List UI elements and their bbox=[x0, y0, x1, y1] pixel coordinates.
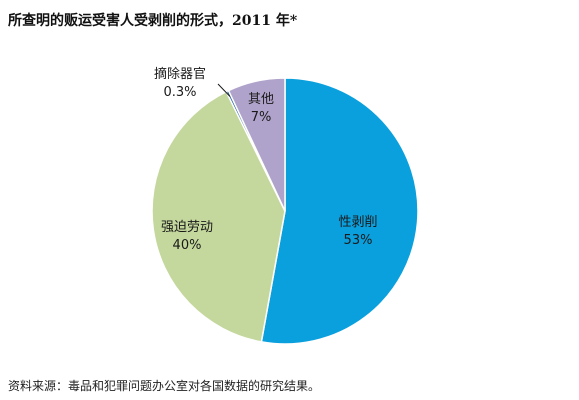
pie-slice-sexual-exploitation bbox=[260, 77, 419, 345]
pie-labels: 性剥削 53% 强迫劳动 40% 摘除器官 0.3% 其他 7% bbox=[154, 66, 378, 253]
leader-line-organ-removal bbox=[217, 83, 231, 97]
pie-slice-forced-labour bbox=[151, 90, 286, 343]
pie-slice-other bbox=[227, 77, 286, 212]
slice-label-forced-labour: 强迫劳动 bbox=[161, 219, 213, 235]
slice-value-sexual-exploitation: 53% bbox=[344, 233, 373, 248]
slice-value-forced-labour: 40% bbox=[173, 238, 202, 253]
slice-label-sexual-exploitation: 性剥削 bbox=[338, 215, 377, 230]
slice-label-other: 其他 bbox=[248, 92, 274, 107]
slice-value-other: 7% bbox=[251, 110, 272, 125]
slice-label-organ-removal: 摘除器官 bbox=[154, 66, 206, 82]
slice-value-organ-removal: 0.3% bbox=[163, 85, 196, 100]
source-note: 资料来源：毒品和犯罪问题办公室对各国数据的研究结果。 bbox=[8, 379, 321, 393]
chart-title: 所查明的贩运受害人受剥削的形式，2011 年* bbox=[8, 13, 298, 29]
pie-slices bbox=[151, 77, 419, 345]
